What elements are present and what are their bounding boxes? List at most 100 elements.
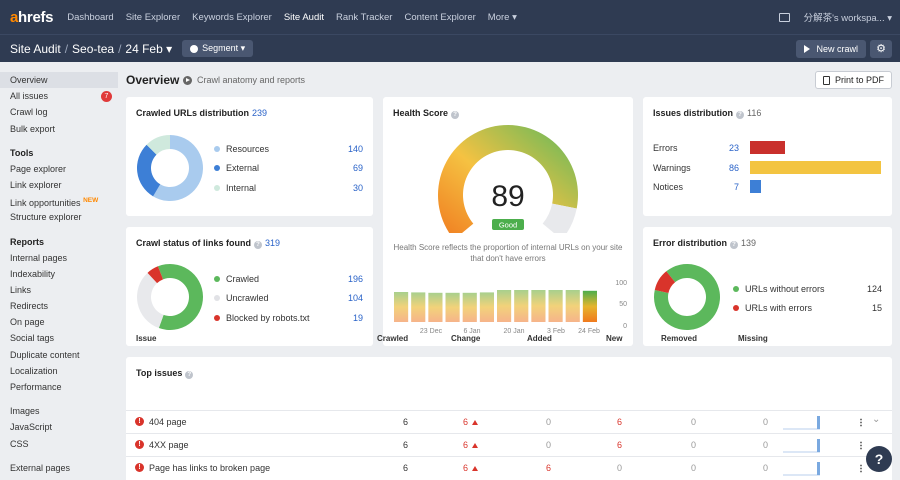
nav-keywords-explorer[interactable]: Keywords Explorer bbox=[192, 11, 272, 23]
issue-name[interactable]: 4XX page bbox=[149, 440, 189, 450]
history-bar[interactable] bbox=[479, 292, 494, 322]
sidebar-item-localization[interactable]: Localization bbox=[10, 365, 58, 376]
help-icon[interactable]: ? bbox=[185, 371, 194, 379]
sidebar-item-link-explorer[interactable]: Link explorer bbox=[10, 179, 62, 190]
column-crawled[interactable]: Crawled bbox=[377, 334, 409, 343]
nav-content-explorer[interactable]: Content Explorer bbox=[404, 11, 476, 23]
donut-slice-urls-with-errors[interactable] bbox=[653, 271, 678, 298]
total-count[interactable]: 239 bbox=[252, 108, 268, 118]
sidebar-item-redirects[interactable]: Redirects bbox=[10, 301, 49, 312]
history-bar[interactable] bbox=[497, 290, 512, 322]
history-bar[interactable] bbox=[548, 290, 563, 322]
issues-errors-label[interactable]: Errors bbox=[653, 143, 678, 153]
missing-cell[interactable]: 0 bbox=[762, 463, 768, 473]
external-value[interactable]: 69 bbox=[352, 163, 363, 173]
issues-notices-value[interactable]: 7 bbox=[733, 182, 739, 192]
sidebar-item-css[interactable]: CSS bbox=[10, 438, 29, 449]
donut-slice-external[interactable] bbox=[137, 144, 161, 197]
help-icon[interactable]: ? bbox=[254, 241, 263, 249]
history-bar[interactable] bbox=[445, 292, 460, 322]
warnings-bar[interactable] bbox=[750, 161, 881, 174]
urls-without-errors-value[interactable]: 124 bbox=[866, 284, 882, 294]
history-bar[interactable] bbox=[565, 290, 580, 322]
crawled-cell[interactable]: 6 bbox=[402, 417, 408, 427]
table-row[interactable]: ! 4XX page 6 6 0 6 0 0 bbox=[126, 433, 892, 456]
sidebar-item-bulk-export[interactable]: Bulk export bbox=[10, 123, 56, 134]
monitor-icon[interactable] bbox=[778, 12, 790, 22]
print-to-pdf-button[interactable]: Print to PDF bbox=[814, 71, 892, 89]
change-cell[interactable]: 6 bbox=[463, 417, 479, 427]
sidebar-item-performance[interactable]: Performance bbox=[10, 382, 62, 392]
total-count[interactable]: 319 bbox=[265, 238, 281, 248]
internal-value[interactable]: 30 bbox=[352, 183, 363, 193]
removed-cell[interactable]: 0 bbox=[690, 440, 696, 450]
table-row[interactable]: ! Page has links to broken page 6 6 6 0 … bbox=[126, 456, 892, 479]
issue-name[interactable]: Page has links to broken page bbox=[149, 463, 271, 473]
column-issue[interactable]: Issue bbox=[136, 334, 157, 343]
legend-urls-without-errors[interactable]: URLs without errors bbox=[733, 284, 825, 294]
sidebar-item-crawl-log[interactable]: Crawl log bbox=[10, 107, 48, 118]
row-menu-icon[interactable] bbox=[860, 441, 862, 450]
help-icon[interactable]: ? bbox=[730, 241, 738, 249]
urls-with-errors-value[interactable]: 15 bbox=[871, 303, 882, 313]
history-bar[interactable] bbox=[428, 292, 443, 322]
breadcrumb-site-audit[interactable]: Site Audit bbox=[10, 41, 61, 56]
new-cell[interactable]: 6 bbox=[616, 417, 622, 427]
help-chat-button[interactable]: ? bbox=[866, 446, 892, 472]
added-cell[interactable]: 0 bbox=[545, 440, 551, 450]
notices-bar[interactable] bbox=[750, 180, 761, 193]
crawl-anatomy-link[interactable]: Crawl anatomy and reports bbox=[183, 75, 305, 85]
settings-gear-button[interactable]: ⚙ bbox=[870, 40, 892, 58]
missing-cell[interactable]: 0 bbox=[762, 440, 768, 450]
history-bar[interactable] bbox=[582, 290, 597, 322]
removed-cell[interactable]: 0 bbox=[690, 417, 696, 427]
nav-rank-tracker[interactable]: Rank Tracker bbox=[335, 11, 393, 23]
uncrawled-value[interactable]: 104 bbox=[347, 293, 363, 303]
crawled-cell[interactable]: 6 bbox=[402, 440, 408, 450]
new-cell[interactable]: 0 bbox=[616, 463, 622, 473]
sidebar-item-indexability[interactable]: Indexability bbox=[10, 268, 56, 279]
donut-slice-urls-without-errors[interactable] bbox=[653, 263, 721, 331]
change-cell[interactable]: 6 bbox=[463, 440, 479, 450]
new-crawl-button[interactable]: New crawl bbox=[796, 40, 866, 58]
added-cell[interactable]: 6 bbox=[545, 463, 551, 473]
column-added[interactable]: Added bbox=[527, 334, 552, 343]
sidebar-item-links[interactable]: Links bbox=[10, 284, 32, 295]
sidebar-item-duplicate-content[interactable]: Duplicate content bbox=[10, 349, 80, 360]
sidebar-item-images[interactable]: Images bbox=[10, 406, 40, 417]
ahrefs-logo[interactable]: ahrefs bbox=[10, 8, 54, 26]
issues-errors-value[interactable]: 23 bbox=[728, 143, 739, 153]
help-icon[interactable]: ? bbox=[451, 111, 460, 119]
sidebar-item-external-pages[interactable]: External pages bbox=[10, 462, 71, 473]
crawled-cell[interactable]: 6 bbox=[402, 463, 408, 473]
issues-warnings-value[interactable]: 86 bbox=[728, 163, 739, 173]
sidebar-item-javascript[interactable]: JavaScript bbox=[10, 422, 53, 433]
donut-slice-blocked-by-robots-txt[interactable] bbox=[147, 266, 164, 284]
issues-warnings-label[interactable]: Warnings bbox=[653, 163, 691, 173]
resources-value[interactable]: 140 bbox=[347, 144, 363, 154]
missing-cell[interactable]: 0 bbox=[762, 417, 768, 427]
row-menu-icon[interactable] bbox=[860, 418, 862, 427]
breadcrumb-project[interactable]: Seo-tea bbox=[72, 41, 115, 56]
donut-slice-resources[interactable] bbox=[153, 135, 203, 201]
crawled-value[interactable]: 196 bbox=[347, 274, 363, 284]
legend-internal[interactable]: Internal bbox=[214, 183, 256, 193]
donut-slice-uncrawled[interactable] bbox=[137, 272, 164, 329]
row-menu-icon[interactable] bbox=[860, 464, 862, 473]
legend-uncrawled[interactable]: Uncrawled bbox=[214, 293, 269, 303]
nav-more[interactable]: More ▾ bbox=[487, 11, 517, 23]
sidebar-item-overview[interactable]: Overview bbox=[0, 72, 118, 89]
history-bar[interactable] bbox=[531, 290, 546, 322]
nav-dashboard[interactable]: Dashboard bbox=[67, 11, 114, 23]
history-bar[interactable] bbox=[462, 292, 477, 322]
sidebar-item-page-explorer[interactable]: Page explorer bbox=[10, 163, 67, 174]
removed-cell[interactable]: 0 bbox=[690, 463, 696, 473]
donut-slice-crawled[interactable] bbox=[157, 264, 203, 330]
added-cell[interactable]: 0 bbox=[545, 417, 551, 427]
errors-bar[interactable] bbox=[750, 141, 786, 154]
help-icon[interactable]: ? bbox=[736, 111, 745, 119]
column-new[interactable]: New bbox=[606, 334, 623, 343]
sidebar-item-all-issues[interactable]: All issues 7 bbox=[0, 88, 118, 104]
chevron-down-icon[interactable]: ⌄ bbox=[872, 414, 881, 425]
history-bar[interactable] bbox=[394, 292, 409, 322]
